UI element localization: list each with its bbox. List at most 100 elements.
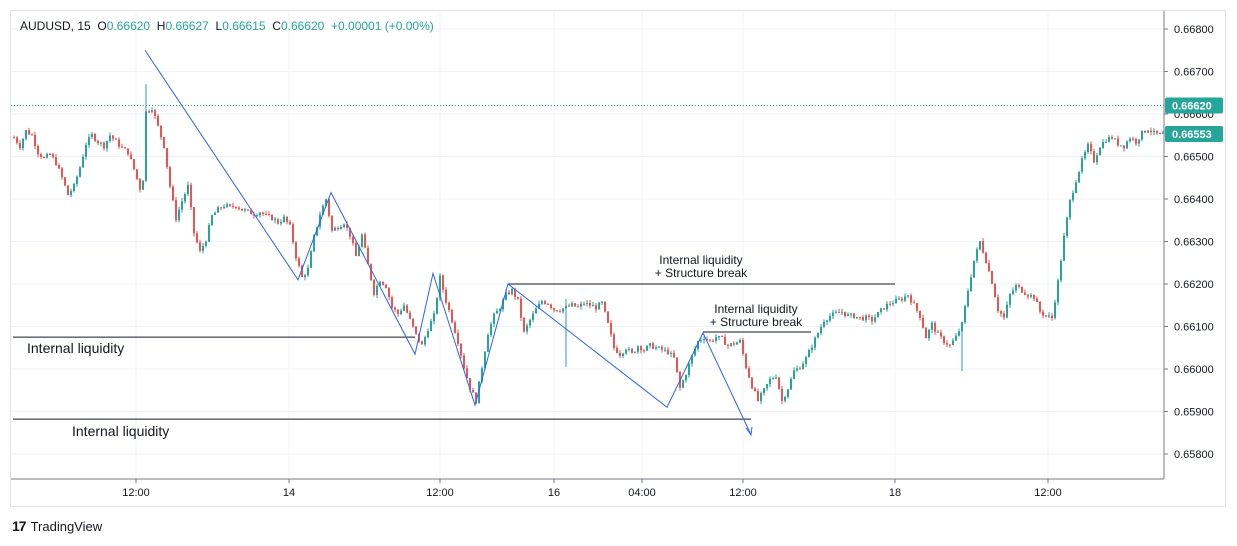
candle-body	[1060, 260, 1062, 281]
level-label: Internal liquidity	[27, 340, 124, 356]
price-tick-label: 0.66500	[1174, 152, 1214, 164]
candle-body	[502, 299, 504, 310]
candle-body	[1078, 171, 1080, 183]
candle-body	[904, 296, 906, 301]
candle-body	[238, 207, 240, 209]
candle-body	[595, 305, 597, 310]
candle-body	[751, 377, 753, 389]
candle-body	[988, 263, 990, 272]
candle-body	[1030, 294, 1032, 297]
candle-body	[133, 159, 135, 170]
candle-body	[949, 344, 951, 346]
candle-body	[550, 304, 552, 309]
annotations[interactable]: Internal liquidity Internal liquidity Inte…	[27, 253, 803, 439]
candle-body	[94, 133, 96, 141]
candle-body	[610, 322, 612, 335]
level-label: Internal liquidity	[659, 253, 742, 267]
price-axis[interactable]: 0.668000.667000.666000.665000.664000.663…	[1163, 11, 1223, 479]
last-price-tag[interactable]	[1165, 97, 1223, 114]
ref-price-tag[interactable]	[1165, 125, 1223, 142]
candle-body	[961, 322, 963, 332]
candle-body	[634, 351, 636, 353]
chart-frame[interactable]: Internal liquidity Internal liquidity Inte…	[10, 10, 1226, 507]
candle-body	[172, 186, 174, 201]
candle-body	[670, 352, 672, 355]
candle-body	[985, 252, 987, 264]
symbol-name[interactable]: AUDUSD	[20, 19, 71, 33]
candle-body	[1126, 141, 1128, 149]
candle-body	[832, 312, 834, 316]
candle-body	[79, 167, 81, 177]
interval[interactable]: 15	[77, 19, 91, 33]
candle-body	[616, 347, 618, 354]
candle-body	[547, 303, 549, 305]
candle-body	[250, 209, 252, 215]
candle-body	[25, 130, 27, 139]
candle-body	[553, 308, 555, 311]
candle-body	[166, 148, 168, 168]
candle-body	[625, 349, 627, 354]
candle-body	[880, 308, 882, 312]
candle-body	[604, 301, 606, 312]
candle-body	[787, 389, 789, 398]
candle-body	[97, 140, 99, 144]
price-tick-label: 0.66000	[1174, 364, 1214, 376]
candle-body	[154, 110, 156, 116]
candle-body	[136, 169, 138, 179]
candle-body	[496, 310, 498, 314]
candle-body	[1102, 142, 1104, 148]
price-tick-label: 0.66400	[1174, 194, 1214, 206]
price-chart[interactable]: Internal liquidity Internal liquidity Inte…	[11, 11, 1227, 508]
candle-body	[1105, 141, 1107, 143]
candle-body	[823, 321, 825, 327]
candle-body	[718, 335, 720, 338]
candle-body	[481, 368, 483, 382]
candle-body	[412, 318, 414, 327]
tradingview-brand[interactable]: 17 TradingView	[12, 518, 102, 534]
candle-body	[529, 319, 531, 326]
candle-body	[244, 209, 246, 211]
candle-body	[817, 333, 819, 338]
candle-body	[265, 213, 267, 215]
candle-body	[862, 316, 864, 321]
candle-body	[217, 207, 219, 213]
candle-body	[67, 185, 69, 196]
candle-body	[361, 234, 363, 247]
candle-body	[952, 340, 954, 345]
candle-body	[364, 234, 366, 248]
candle-body	[526, 325, 528, 332]
time-tick-label: 14	[283, 487, 295, 499]
brand-name: TradingView	[30, 518, 103, 534]
price-tick-label: 0.66700	[1174, 67, 1214, 79]
level-label: Internal liquidity	[714, 302, 797, 316]
tradingview-logo-icon: 17	[12, 518, 27, 534]
candles[interactable]	[11, 84, 1164, 405]
open-label: O	[97, 19, 107, 33]
candle-body	[193, 207, 195, 234]
candle-body	[730, 343, 732, 346]
candle-body	[511, 288, 513, 295]
liquidity-levels[interactable]	[13, 283, 895, 420]
candle-body	[340, 227, 342, 230]
candle-body	[391, 297, 393, 308]
zigzag-line[interactable]	[144, 49, 752, 436]
candle-body	[517, 296, 519, 299]
candle-body	[967, 291, 969, 307]
candle-body	[1099, 147, 1101, 156]
zigzag-drawing[interactable]	[144, 49, 753, 437]
time-axis[interactable]: 12:00 14 12:00 16 04:00 12:00 18 12:00	[11, 478, 1164, 499]
candle-body	[784, 397, 786, 401]
candle-body	[898, 298, 900, 300]
candle-body	[1066, 217, 1068, 236]
candle-body	[739, 340, 741, 343]
candle-body	[991, 271, 993, 284]
candle-body	[1057, 280, 1059, 303]
candle-body	[934, 322, 936, 332]
candle-body	[160, 125, 162, 138]
candle-body	[1087, 143, 1089, 153]
candle-body	[163, 137, 165, 149]
candle-body	[103, 142, 105, 149]
candle-body	[742, 340, 744, 354]
candle-body	[1147, 130, 1149, 133]
candle-body	[280, 221, 282, 224]
